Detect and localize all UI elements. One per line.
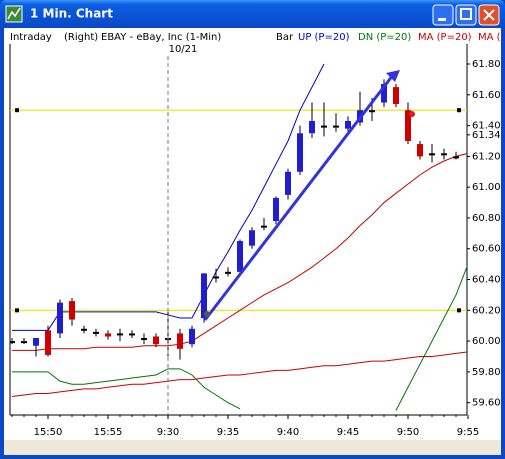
candle-body <box>429 153 435 156</box>
candle-body <box>21 341 27 344</box>
level-handle <box>15 108 19 113</box>
status-bar <box>4 440 501 455</box>
candle-body <box>213 276 219 279</box>
candle-body <box>417 144 423 157</box>
indicator-line <box>12 153 467 351</box>
y-tick-label: 61.20 <box>472 151 501 162</box>
candle-body <box>129 333 135 336</box>
candle-body <box>285 171 291 195</box>
window-title: 1 Min. Chart <box>30 7 113 21</box>
candle-body <box>345 120 351 129</box>
y-tick-label: 61.40 <box>472 121 501 132</box>
y-tick-label: 61.00 <box>472 182 501 193</box>
candle-body <box>453 156 459 159</box>
candle-body <box>261 225 267 228</box>
point-marker <box>204 311 210 317</box>
x-tick-label: 9:30 <box>157 427 179 438</box>
indicator-line <box>11 351 467 398</box>
header-style: Bar <box>276 32 294 43</box>
chart-header: Intraday (Right) EBAY - eBay, Inc (1-Min… <box>10 32 501 43</box>
legend-entry: MA ( <box>478 32 501 43</box>
title-bar <box>0 0 505 28</box>
maximize-button[interactable] <box>455 4 477 26</box>
indicator-line <box>12 265 467 411</box>
candle-body <box>237 241 243 272</box>
x-tick-label: 9:40 <box>277 427 299 438</box>
candle-body <box>249 230 255 246</box>
candle-body <box>141 338 147 341</box>
candle-body <box>81 328 87 331</box>
candle-body <box>153 336 159 345</box>
candle-body <box>381 84 387 103</box>
candle-body <box>45 330 51 355</box>
candle-body <box>273 197 279 222</box>
legend-entry: MA (P=20) <box>418 32 472 43</box>
legend-entry: UP (P=20) <box>298 32 350 43</box>
header-side: (Right) <box>64 32 98 43</box>
close-button[interactable] <box>478 4 500 26</box>
candle-body <box>33 338 39 346</box>
y-tick-label: 60.20 <box>472 305 501 316</box>
candle-body <box>177 333 183 349</box>
candle-body <box>225 271 231 274</box>
candle-body <box>321 125 327 128</box>
candle-body <box>93 331 99 334</box>
y-tick-label: 61.60 <box>472 90 501 101</box>
y-tick-label: 60.60 <box>472 244 501 255</box>
y-tick-label: 60.40 <box>472 275 501 286</box>
candle-body <box>57 302 63 334</box>
candle-body <box>333 125 339 128</box>
x-tick-label: 9:35 <box>217 427 239 438</box>
minimize-button[interactable] <box>432 4 454 26</box>
candle-body <box>441 153 447 156</box>
header-mode: Intraday <box>10 32 52 43</box>
window-icon-glyph <box>7 7 21 20</box>
x-tick-label: 15:50 <box>34 427 63 438</box>
legend-entry: DN (P=20) <box>358 32 411 43</box>
level-handle <box>457 308 461 313</box>
candle-body <box>405 110 411 141</box>
y-tick-label: 60.00 <box>472 336 501 347</box>
date-label: 10/21 <box>169 44 198 55</box>
plot <box>10 63 467 411</box>
y-tick-label: 59.80 <box>472 367 501 378</box>
candle-body <box>201 273 207 319</box>
x-tick-label: 9:45 <box>337 427 359 438</box>
trend-arrow-head <box>386 70 400 82</box>
y-tick-label: 60.80 <box>472 213 501 224</box>
x-tick-label: 9:55 <box>457 427 479 438</box>
last-price-label: 61.34 <box>472 130 501 141</box>
level-handle <box>457 108 461 113</box>
point-marker <box>409 111 415 117</box>
candle-body <box>10 341 15 344</box>
trend-arrow <box>203 74 395 321</box>
candle-body <box>297 133 303 172</box>
candle-body <box>393 87 399 105</box>
candle-body <box>189 328 195 345</box>
x-tick-label: 15:55 <box>94 427 123 438</box>
header-symbol: EBAY - eBay, Inc (1-Min) <box>101 32 221 43</box>
candle-body <box>369 110 375 113</box>
x-tick-label: 9:50 <box>397 427 419 438</box>
y-tick-label: 61.80 <box>472 59 501 70</box>
level-handle <box>15 308 19 313</box>
candle-body <box>309 120 315 134</box>
y-tick-label: 59.60 <box>472 398 501 409</box>
candle-body <box>105 333 111 337</box>
candle-body <box>69 301 75 320</box>
candle-body <box>117 333 123 336</box>
